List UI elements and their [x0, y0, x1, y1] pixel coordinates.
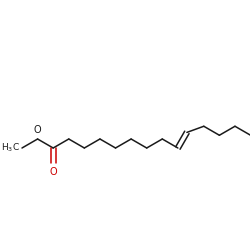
Text: H$_3$C: H$_3$C	[1, 142, 20, 154]
Text: O: O	[34, 125, 42, 135]
Text: O: O	[49, 167, 57, 177]
